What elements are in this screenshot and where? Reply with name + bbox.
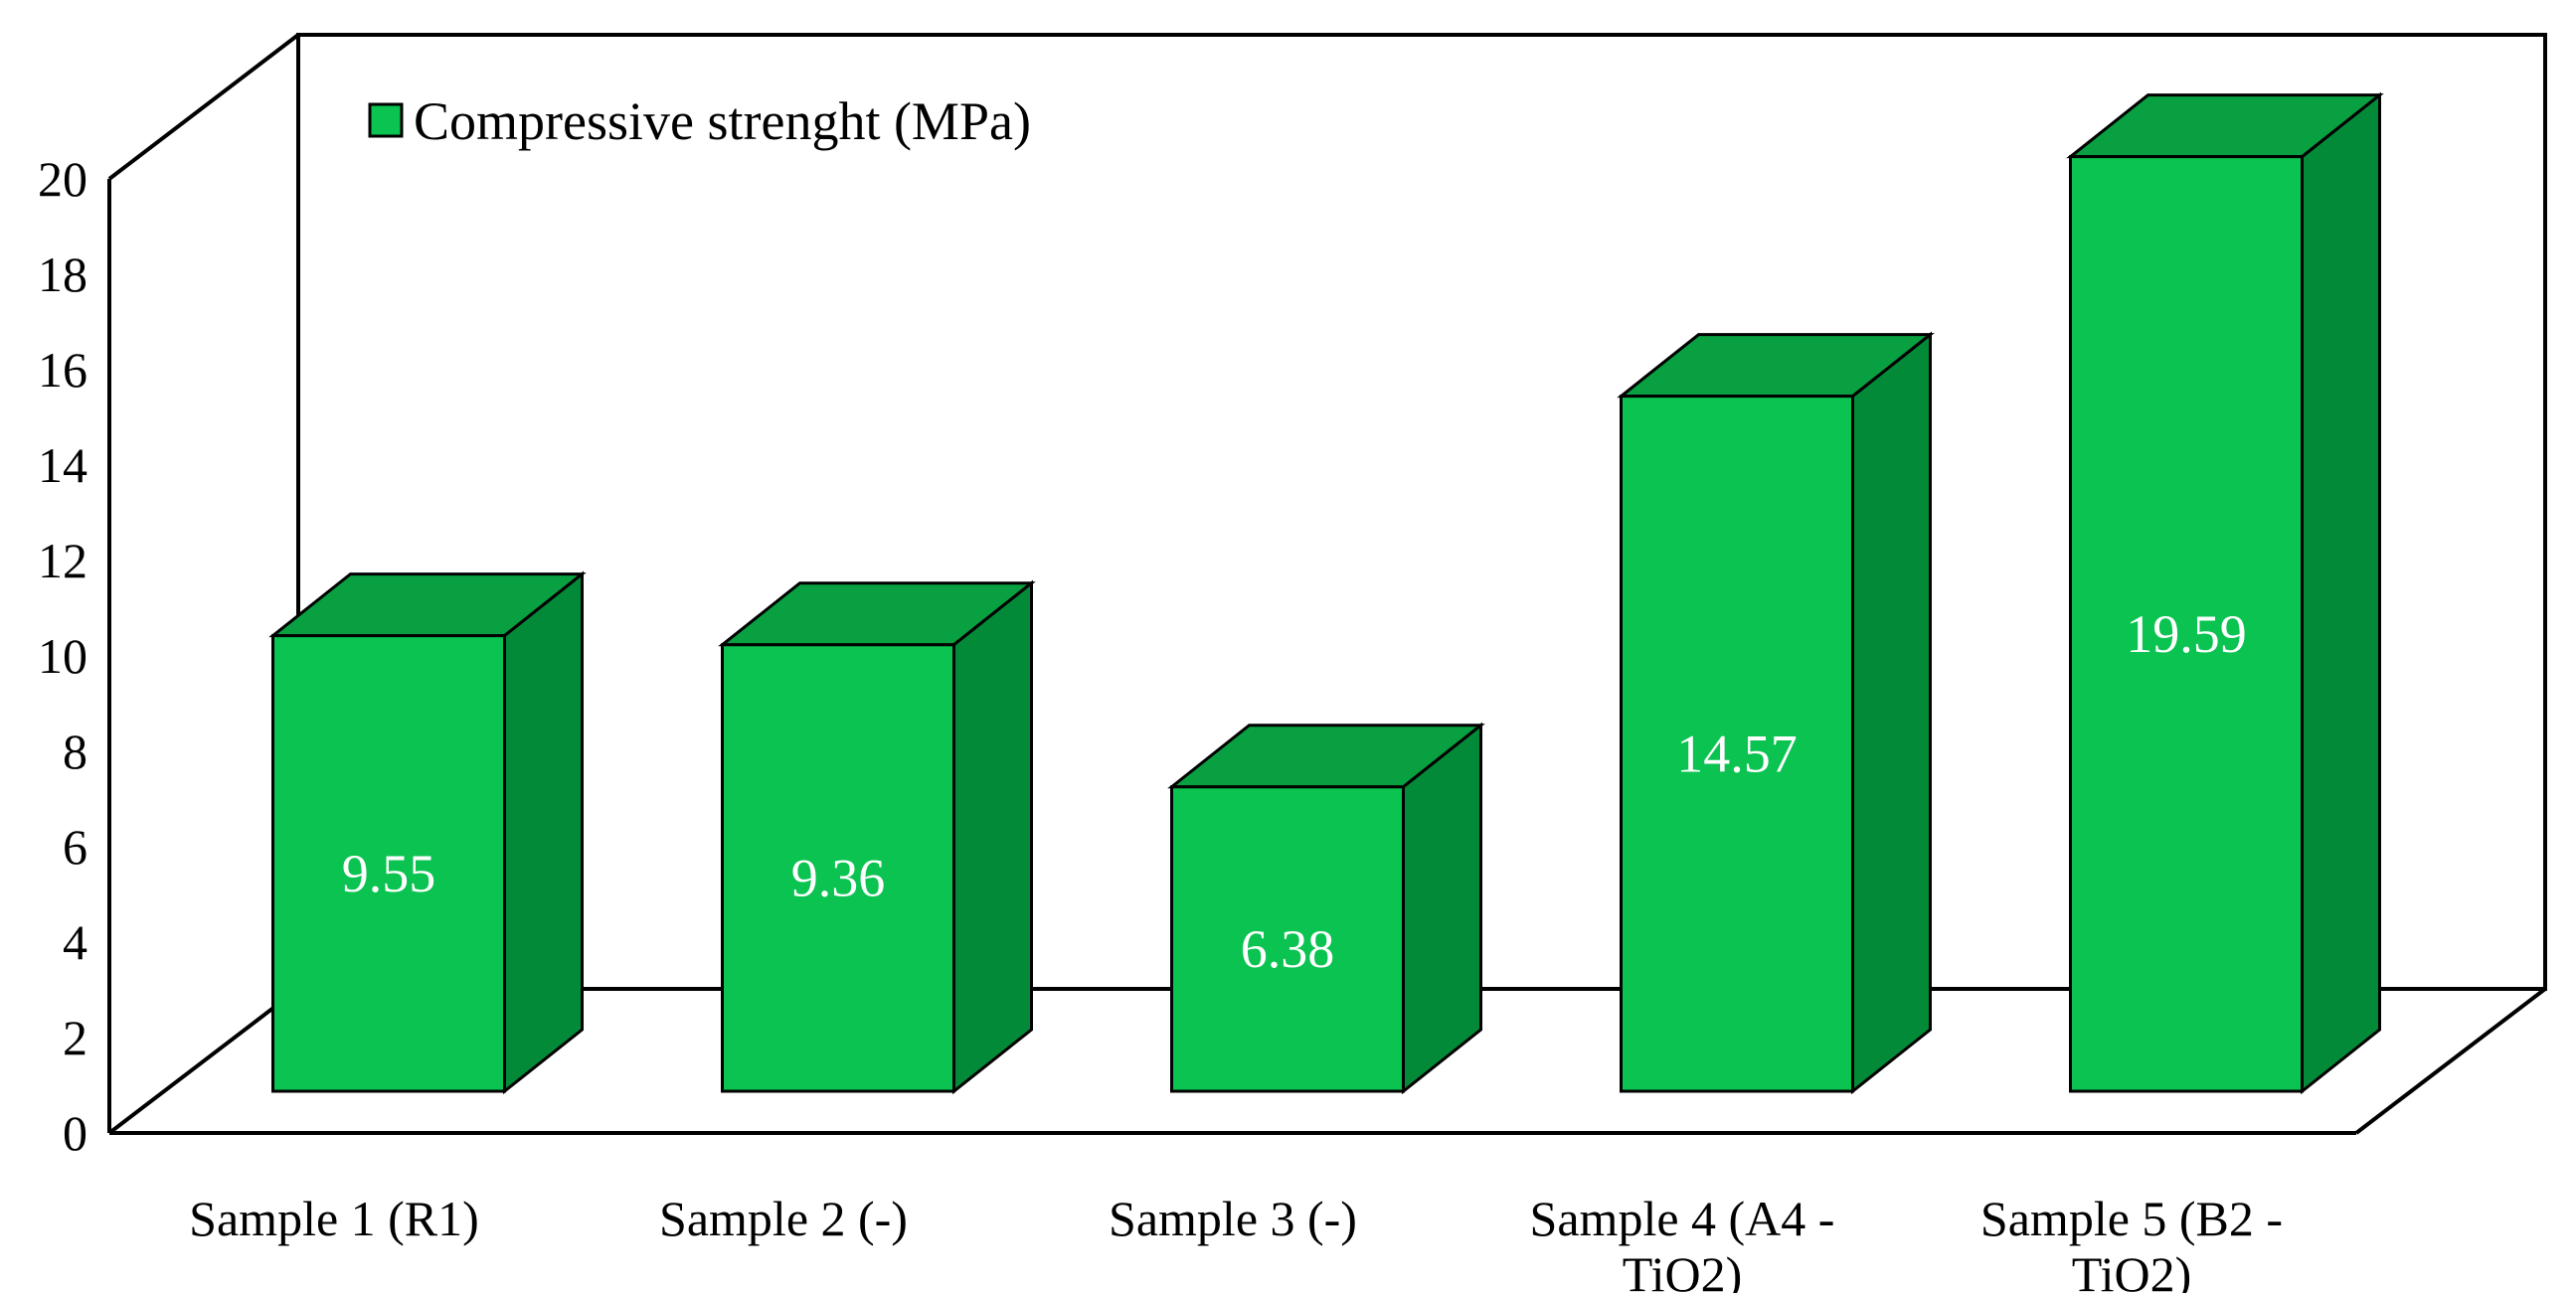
bar-side-face [1851, 331, 1932, 1095]
y-tick-label-8: 8 [63, 724, 87, 779]
y-tick-label-10: 10 [38, 628, 87, 684]
bar-3: 6.38 [1167, 722, 1485, 1095]
bar-front-face [1170, 785, 1405, 1093]
y-tick-label-14: 14 [38, 437, 87, 493]
bar-value-label: 14.57 [1676, 724, 1798, 783]
bar-side-face [503, 570, 584, 1095]
bar-value-label: 9.36 [791, 848, 886, 907]
category-label-2: Sample 2 (-) [659, 1191, 908, 1246]
category-label-5: Sample 5 (B2 -TiO2) [1980, 1191, 2283, 1293]
y-tick-label-16: 16 [38, 342, 87, 398]
bar-side-face [1402, 722, 1482, 1095]
bar-value-label: 9.55 [342, 844, 436, 903]
bar-5: 19.59 [2066, 91, 2384, 1095]
y-tick-label-2: 2 [63, 1010, 87, 1065]
bar-side-face [952, 579, 1033, 1095]
legend-label: Compressive strenght (MPa) [414, 91, 1031, 151]
x-axis-category-labels: Sample 1 (R1) Sample 2 (-) Sample 3 (-) Sam… [189, 1191, 2283, 1293]
bar-front-face [2069, 155, 2304, 1093]
y-tick-label-6: 6 [63, 819, 87, 875]
bar-front-face [1620, 395, 1854, 1093]
y-tick-label-20: 20 [38, 151, 87, 207]
y-tick-label-0: 0 [63, 1105, 87, 1161]
y-tick-label-4: 4 [63, 914, 87, 970]
category-label-4: Sample 4 (A4 -TiO2) [1530, 1191, 1835, 1293]
y-axis-tick-labels: 0 2 4 6 8 10 12 14 16 18 20 [38, 151, 87, 1161]
category-label-3: Sample 3 (-) [1109, 1191, 1357, 1246]
legend: Compressive strenght (MPa) [368, 91, 1031, 151]
y-tick-label-18: 18 [38, 246, 87, 302]
category-label-1: Sample 1 (R1) [189, 1191, 479, 1246]
bar-value-label: 19.59 [2126, 604, 2247, 664]
bar-4: 14.57 [1617, 331, 1935, 1095]
bar-value-label: 6.38 [1241, 919, 1335, 979]
bar-side-face [2301, 91, 2381, 1095]
bar-front-face [271, 634, 506, 1093]
y-tick-label-12: 12 [38, 533, 87, 588]
legend-swatch-icon [368, 102, 404, 138]
chart-bars: 9.55 9.36 6.38 14.57 19.59 [268, 91, 2384, 1095]
bar-1: 9.55 [268, 570, 587, 1095]
bar-2: 9.36 [718, 579, 1036, 1095]
bar-front-face [721, 643, 955, 1093]
